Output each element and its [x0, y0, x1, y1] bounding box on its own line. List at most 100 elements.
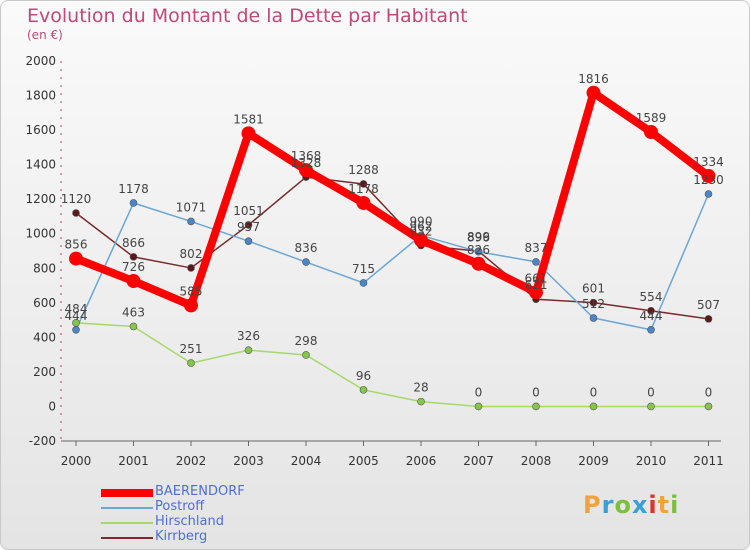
data-point: [129, 322, 138, 331]
data-label: 990: [410, 214, 433, 228]
data-label: 298: [295, 334, 318, 348]
data-point: [244, 346, 253, 354]
data-label: 484: [65, 302, 88, 316]
chart-subtitle: (en €): [27, 28, 63, 42]
data-label: 96: [356, 369, 371, 383]
data-point: [704, 402, 713, 411]
data-label: 554: [640, 290, 663, 304]
data-point: [704, 190, 713, 198]
proxiti-logo: Proxiti: [583, 491, 680, 519]
data-point: [244, 237, 253, 245]
data-point: [244, 221, 253, 229]
legend-item: BAERENDORF: [101, 485, 301, 500]
legend-swatch: [101, 489, 153, 497]
data-point: [299, 163, 313, 178]
data-point: [356, 195, 371, 210]
data-label: 896: [467, 231, 490, 245]
data-label: 962: [410, 219, 433, 233]
data-label: 507: [697, 298, 720, 312]
data-point: [474, 402, 483, 411]
data-label: 856: [65, 238, 88, 252]
y-tick-label: 800: [33, 261, 56, 275]
data-point: [302, 351, 310, 359]
data-label: 0: [647, 385, 655, 399]
y-tick-label: 1400: [25, 158, 56, 172]
data-label: 0: [705, 385, 713, 399]
x-tick-label: 2008: [521, 454, 552, 468]
series-line-hirschland: [75, 322, 710, 408]
data-label: 1051: [233, 204, 264, 218]
y-tick-label: 1600: [25, 123, 56, 137]
data-point: [72, 325, 80, 334]
data-label: 1288: [348, 163, 379, 177]
data-point: [187, 217, 195, 226]
data-label: 512: [582, 297, 605, 311]
data-label: 1334: [693, 155, 724, 169]
data-point: [589, 402, 598, 411]
data-point: [474, 247, 483, 256]
data-label: 1178: [348, 182, 379, 196]
data-point: [72, 319, 80, 327]
data-label: 0: [590, 385, 598, 399]
legend-item: Kirrberg: [101, 530, 301, 545]
legend-swatch: [101, 522, 153, 524]
data-label: 715: [352, 262, 375, 276]
data-point: [589, 298, 598, 307]
data-point: [647, 402, 655, 411]
x-tick-label: 2005: [348, 454, 379, 468]
legend-label: Hirschland: [155, 514, 224, 529]
data-label: 621: [525, 278, 548, 292]
legend-swatch: [101, 537, 153, 539]
data-point: [417, 397, 425, 406]
data-label: 28: [413, 381, 428, 395]
data-label: 326: [237, 329, 260, 343]
x-tick-label: 2000: [61, 454, 92, 468]
data-label: 1120: [61, 192, 92, 206]
data-label: 585: [180, 284, 203, 298]
legend: BAERENDORF Postroff Hirschland Kirrberg: [101, 485, 301, 545]
data-point: [647, 306, 655, 315]
data-point: [129, 199, 138, 207]
x-tick-label: 2009: [578, 454, 609, 468]
data-point: [72, 209, 80, 217]
x-tick-label: 2003: [233, 454, 264, 468]
data-point: [589, 314, 598, 322]
data-label: 1589: [636, 111, 667, 125]
data-label: 932: [410, 224, 433, 238]
y-tick-label: 200: [33, 365, 56, 379]
data-point: [644, 124, 658, 139]
y-tick-label: 600: [33, 296, 56, 310]
data-label: 0: [475, 385, 483, 399]
data-point: [586, 85, 601, 100]
data-label: 957: [237, 220, 260, 234]
data-point: [532, 258, 540, 266]
data-point: [532, 402, 540, 411]
legend-label: Kirrberg: [155, 529, 208, 544]
data-point: [129, 253, 138, 261]
data-point: [414, 233, 428, 248]
data-label: 1328: [291, 156, 322, 170]
y-tick-label: 0: [48, 399, 56, 413]
data-point: [701, 169, 716, 184]
y-tick-label: 400: [33, 330, 56, 344]
data-label: 1071: [176, 200, 207, 214]
data-point: [241, 126, 256, 141]
x-tick-label: 2002: [176, 454, 207, 468]
data-point: [704, 315, 713, 323]
data-label: 1816: [578, 72, 609, 86]
data-point: [471, 256, 486, 271]
data-point: [187, 264, 195, 272]
y-tick-label: 1200: [25, 192, 56, 206]
data-label: 444: [640, 309, 663, 323]
data-label: 866: [122, 236, 145, 250]
data-label: 836: [295, 241, 318, 255]
x-tick-label: 2010: [636, 454, 667, 468]
y-tick-label: 1000: [25, 227, 56, 241]
data-label: 826: [467, 243, 490, 257]
data-label: 463: [122, 305, 145, 319]
data-point: [359, 279, 368, 287]
legend-label: BAERENDORF: [155, 484, 245, 499]
data-point: [184, 298, 198, 313]
